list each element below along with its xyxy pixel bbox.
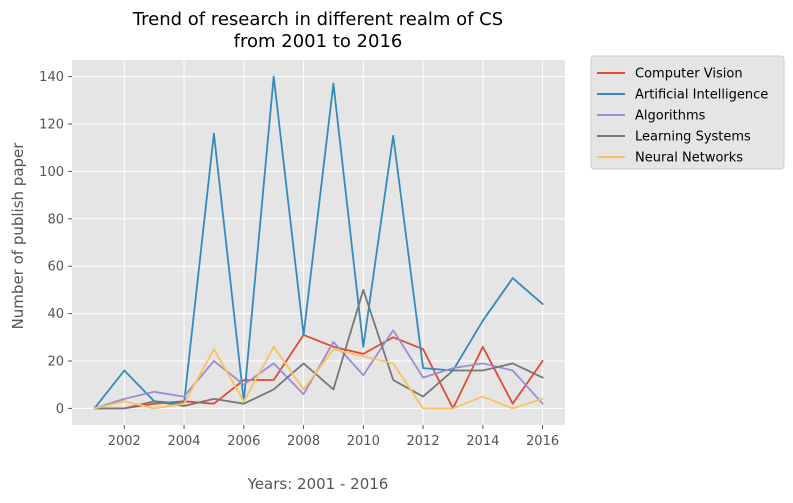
x-tick-label: 2014 [466, 434, 499, 449]
y-tick-label: 80 [47, 212, 64, 227]
y-tick-label: 40 [47, 307, 64, 322]
y-tick-label: 20 [47, 355, 64, 370]
series-line-neural-networks [93, 345, 544, 410]
y-axis-label: Number of publish paper [9, 142, 27, 330]
legend: Computer Vision Artificial Intelligence Al… [590, 55, 785, 170]
y-tick-label: 60 [47, 260, 64, 275]
y-tick-label: 140 [39, 70, 64, 85]
x-tick-label: 2004 [167, 434, 200, 449]
chart-title-line-2: from 2001 to 2016 [234, 31, 403, 52]
chart-title-line-1: Trend of research in different realm of … [132, 9, 503, 30]
legend-label: Neural Networks [635, 151, 743, 166]
y-tick-label: 120 [39, 117, 64, 132]
x-axis-label: Years: 2001 - 2016 [247, 475, 389, 493]
y-tick-label: 0 [56, 402, 64, 417]
series-line-learning-systems [93, 288, 544, 410]
series-lines [93, 75, 544, 410]
legend-label: Learning Systems [635, 130, 751, 145]
legend-label: Algorithms [635, 109, 706, 124]
x-tick-label: 2010 [347, 434, 380, 449]
legend-box [590, 55, 785, 170]
x-tick-label: 2006 [227, 434, 260, 449]
y-tick-label: 100 [39, 165, 64, 180]
y-axis: 0 20 40 60 80 100 120 140 [39, 70, 72, 417]
series-line-artificial-intelligence [93, 75, 544, 410]
x-axis: 2002 2004 2006 2008 2010 2012 2014 2016 [108, 425, 559, 449]
x-tick-label: 2002 [108, 434, 141, 449]
x-tick-label: 2016 [526, 434, 559, 449]
x-tick-label: 2012 [407, 434, 440, 449]
x-tick-label: 2008 [287, 434, 320, 449]
legend-label: Artificial Intelligence [635, 88, 768, 103]
legend-label: Computer Vision [635, 67, 743, 82]
